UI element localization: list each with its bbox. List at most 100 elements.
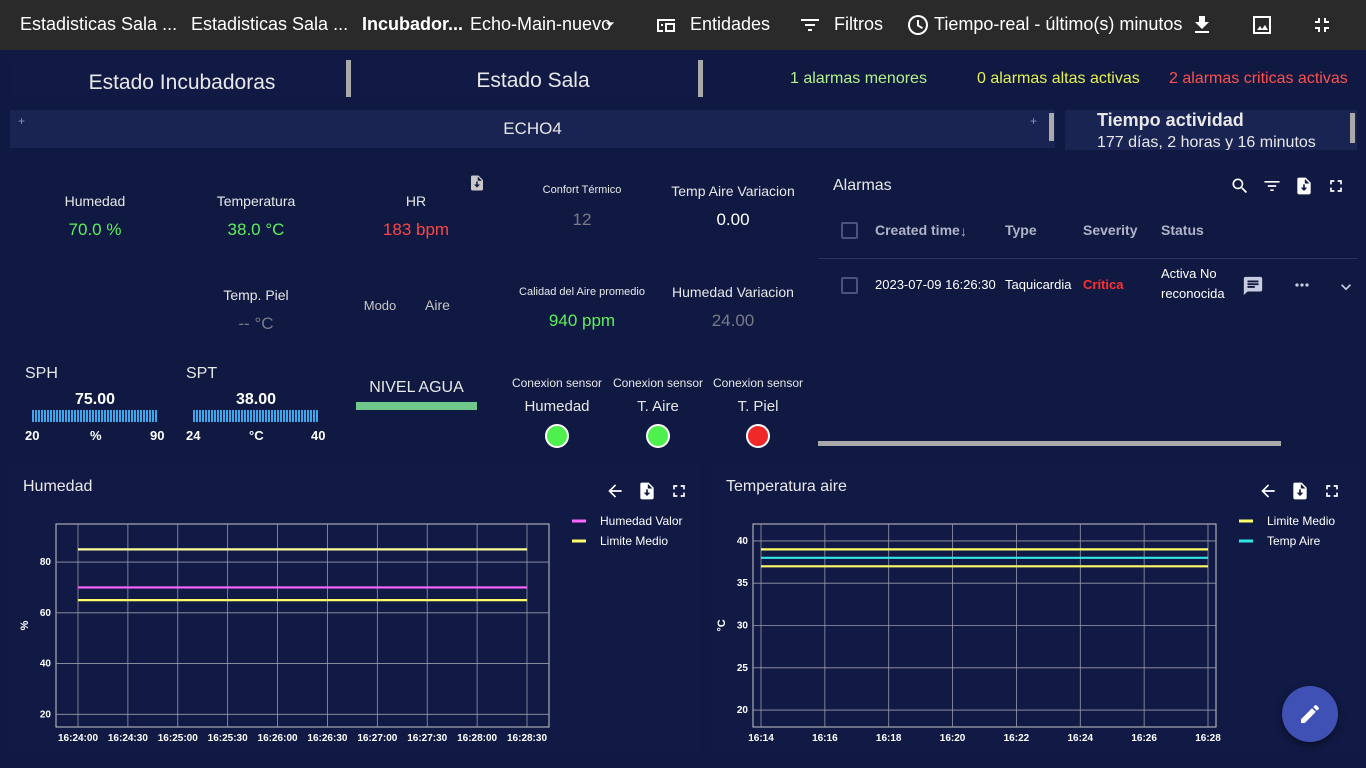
humedad-chart-panel: Humedad 16:24:00 16:24:30 16:25:00 16:25:30… [10,465,700,751]
y-tick-label: 40 [737,536,749,547]
comment-icon[interactable] [1242,275,1264,297]
export-icon[interactable] [637,481,657,501]
humedad-variacion-label: Humedad Variacion [672,284,794,300]
export-icon[interactable] [1290,481,1310,501]
humedad-value: 70.0 % [68,220,122,239]
hr-label: HR [405,193,427,209]
x-tick-label: 16:26 [1131,733,1157,744]
entities-button[interactable]: Entidades [690,14,771,34]
sph-unit: % [90,428,102,443]
back-arrow-icon[interactable] [605,481,625,501]
sensor-tpiel-name: T. Piel [737,398,779,415]
y-axis-label: % [19,620,31,630]
y-tick-label: 20 [737,705,749,716]
column-created-time[interactable]: Created time [875,222,960,238]
export-icon[interactable] [1294,176,1314,196]
scrollbar[interactable] [698,60,703,97]
minor-alarms-count: 1 alarmas menores [790,70,927,87]
column-severity[interactable]: Severity [1083,222,1138,238]
temperatura-value: 38.0 °C [227,220,285,239]
sensor-taire-name: T. Aire [637,398,679,415]
export-icon[interactable] [468,174,486,192]
temp-piel-value: -- °C [238,314,274,333]
spt-unit: °C [249,428,264,443]
sensor-humedad-title: Conexion sensor [511,376,603,390]
breadcrumb-2[interactable]: Estadisticas Sala ... [191,14,349,34]
sensor-humedad-status-dot [545,424,569,448]
temp-aire-variacion-value: 0.00 [716,210,750,229]
y-tick-label: 80 [40,557,52,568]
sph-title: SPH [25,365,58,382]
spt-gauge-bar [193,410,319,422]
estado-incubadoras-label: Estado Incubadoras [88,71,276,94]
plot-frame [55,523,550,728]
temp-aire-variacion-label: Temp Aire Variacion [671,183,795,199]
entities-icon[interactable] [654,13,678,37]
confort-termico-value: 12 [572,210,592,229]
filter-icon[interactable] [1262,176,1282,196]
x-tick-label: 16:25:00 [158,733,198,744]
clock-icon[interactable] [906,13,930,37]
fullscreen-icon[interactable] [669,481,689,501]
y-tick-label: 35 [737,578,749,589]
back-arrow-icon[interactable] [1258,481,1278,501]
estado-sala-button[interactable]: Estado Sala [362,58,704,98]
scrollbar[interactable] [346,60,351,97]
temp-piel-label: Temp. Piel [223,287,289,303]
sph-min: 20 [25,428,40,443]
column-type[interactable]: Type [1005,222,1037,238]
sort-arrow-down-icon[interactable]: ↓ [960,223,967,239]
horizontal-scrollbar[interactable] [818,441,1281,446]
top-toolbar: Estadisticas Sala ... Estadisticas Sala … [0,0,1366,50]
sensor-taire-title: Conexion sensor [612,376,704,390]
nivel-agua-fill [356,402,477,410]
image-export-icon[interactable] [1250,13,1274,37]
legend-label[interactable]: Temp Aire [1267,534,1321,548]
alarm-status-line2: reconocida [1161,286,1225,301]
plus-icon: + [18,114,26,128]
x-tick-label: 16:26:30 [307,733,347,744]
filters-button[interactable]: Filtros [834,14,883,34]
y-tick-label: 20 [40,709,52,720]
sph-value: 75.00 [74,391,116,408]
filter-icon[interactable] [798,13,822,37]
estado-incubadoras-button[interactable]: Estado Incubadoras [12,58,352,98]
row-checkbox[interactable] [841,277,858,294]
sensor-humedad-name: Humedad [524,398,590,415]
sensor-taire-status-dot [646,424,670,448]
sensor-tpiel-status-dot [746,424,770,448]
scrollbar[interactable] [1350,113,1355,143]
nivel-agua-label: NIVEL AGUA [369,379,464,396]
high-alarms-count: 0 alarmas altas activas [977,70,1140,87]
x-tick-label: 16:25:30 [208,733,248,744]
temperatura-chart-panel: Temperatura aire 16:14 16:16 16:18 16:20 16:… [713,465,1358,751]
spt-value: 38.00 [235,391,277,408]
temperatura-label: Temperatura [216,193,296,209]
breadcrumb-1[interactable]: Estadisticas Sala ... [20,14,178,34]
y-tick-label: 60 [40,608,52,619]
scrollbar[interactable] [1049,113,1054,141]
legend-label[interactable]: Limite Medio [600,534,668,548]
dropdown-arrow-icon[interactable] [600,14,620,34]
select-all-checkbox[interactable] [841,222,858,239]
y-tick-label: 25 [737,663,749,674]
calidad-aire-label: Calidad del Aire promedio [519,286,645,298]
legend-label[interactable]: Humedad Valor [600,514,683,528]
x-tick-label: 16:28 [1195,733,1221,744]
spt-title: SPT [186,365,218,382]
chevron-down-icon[interactable] [1336,277,1356,297]
more-options-icon[interactable] [1292,275,1312,295]
edit-fab-button[interactable] [1282,686,1338,742]
y-axis-label: °C [716,619,728,631]
search-icon[interactable] [1230,176,1250,196]
state-selector[interactable]: Echo-Main-nuevo [470,14,612,34]
estado-sala-label: Estado Sala [476,69,590,92]
legend-label[interactable]: Limite Medio [1267,514,1335,528]
fullscreen-icon[interactable] [1322,481,1342,501]
exit-fullscreen-icon[interactable] [1310,13,1334,37]
column-status[interactable]: Status [1161,222,1204,238]
download-icon[interactable] [1190,13,1214,37]
fullscreen-icon[interactable] [1326,176,1346,196]
time-window-button[interactable]: Tiempo-real - último(s) minutos [934,14,1183,34]
table-row[interactable]: 2023-07-09 16:26:30 Taquicardia Crítica … [818,259,1358,311]
